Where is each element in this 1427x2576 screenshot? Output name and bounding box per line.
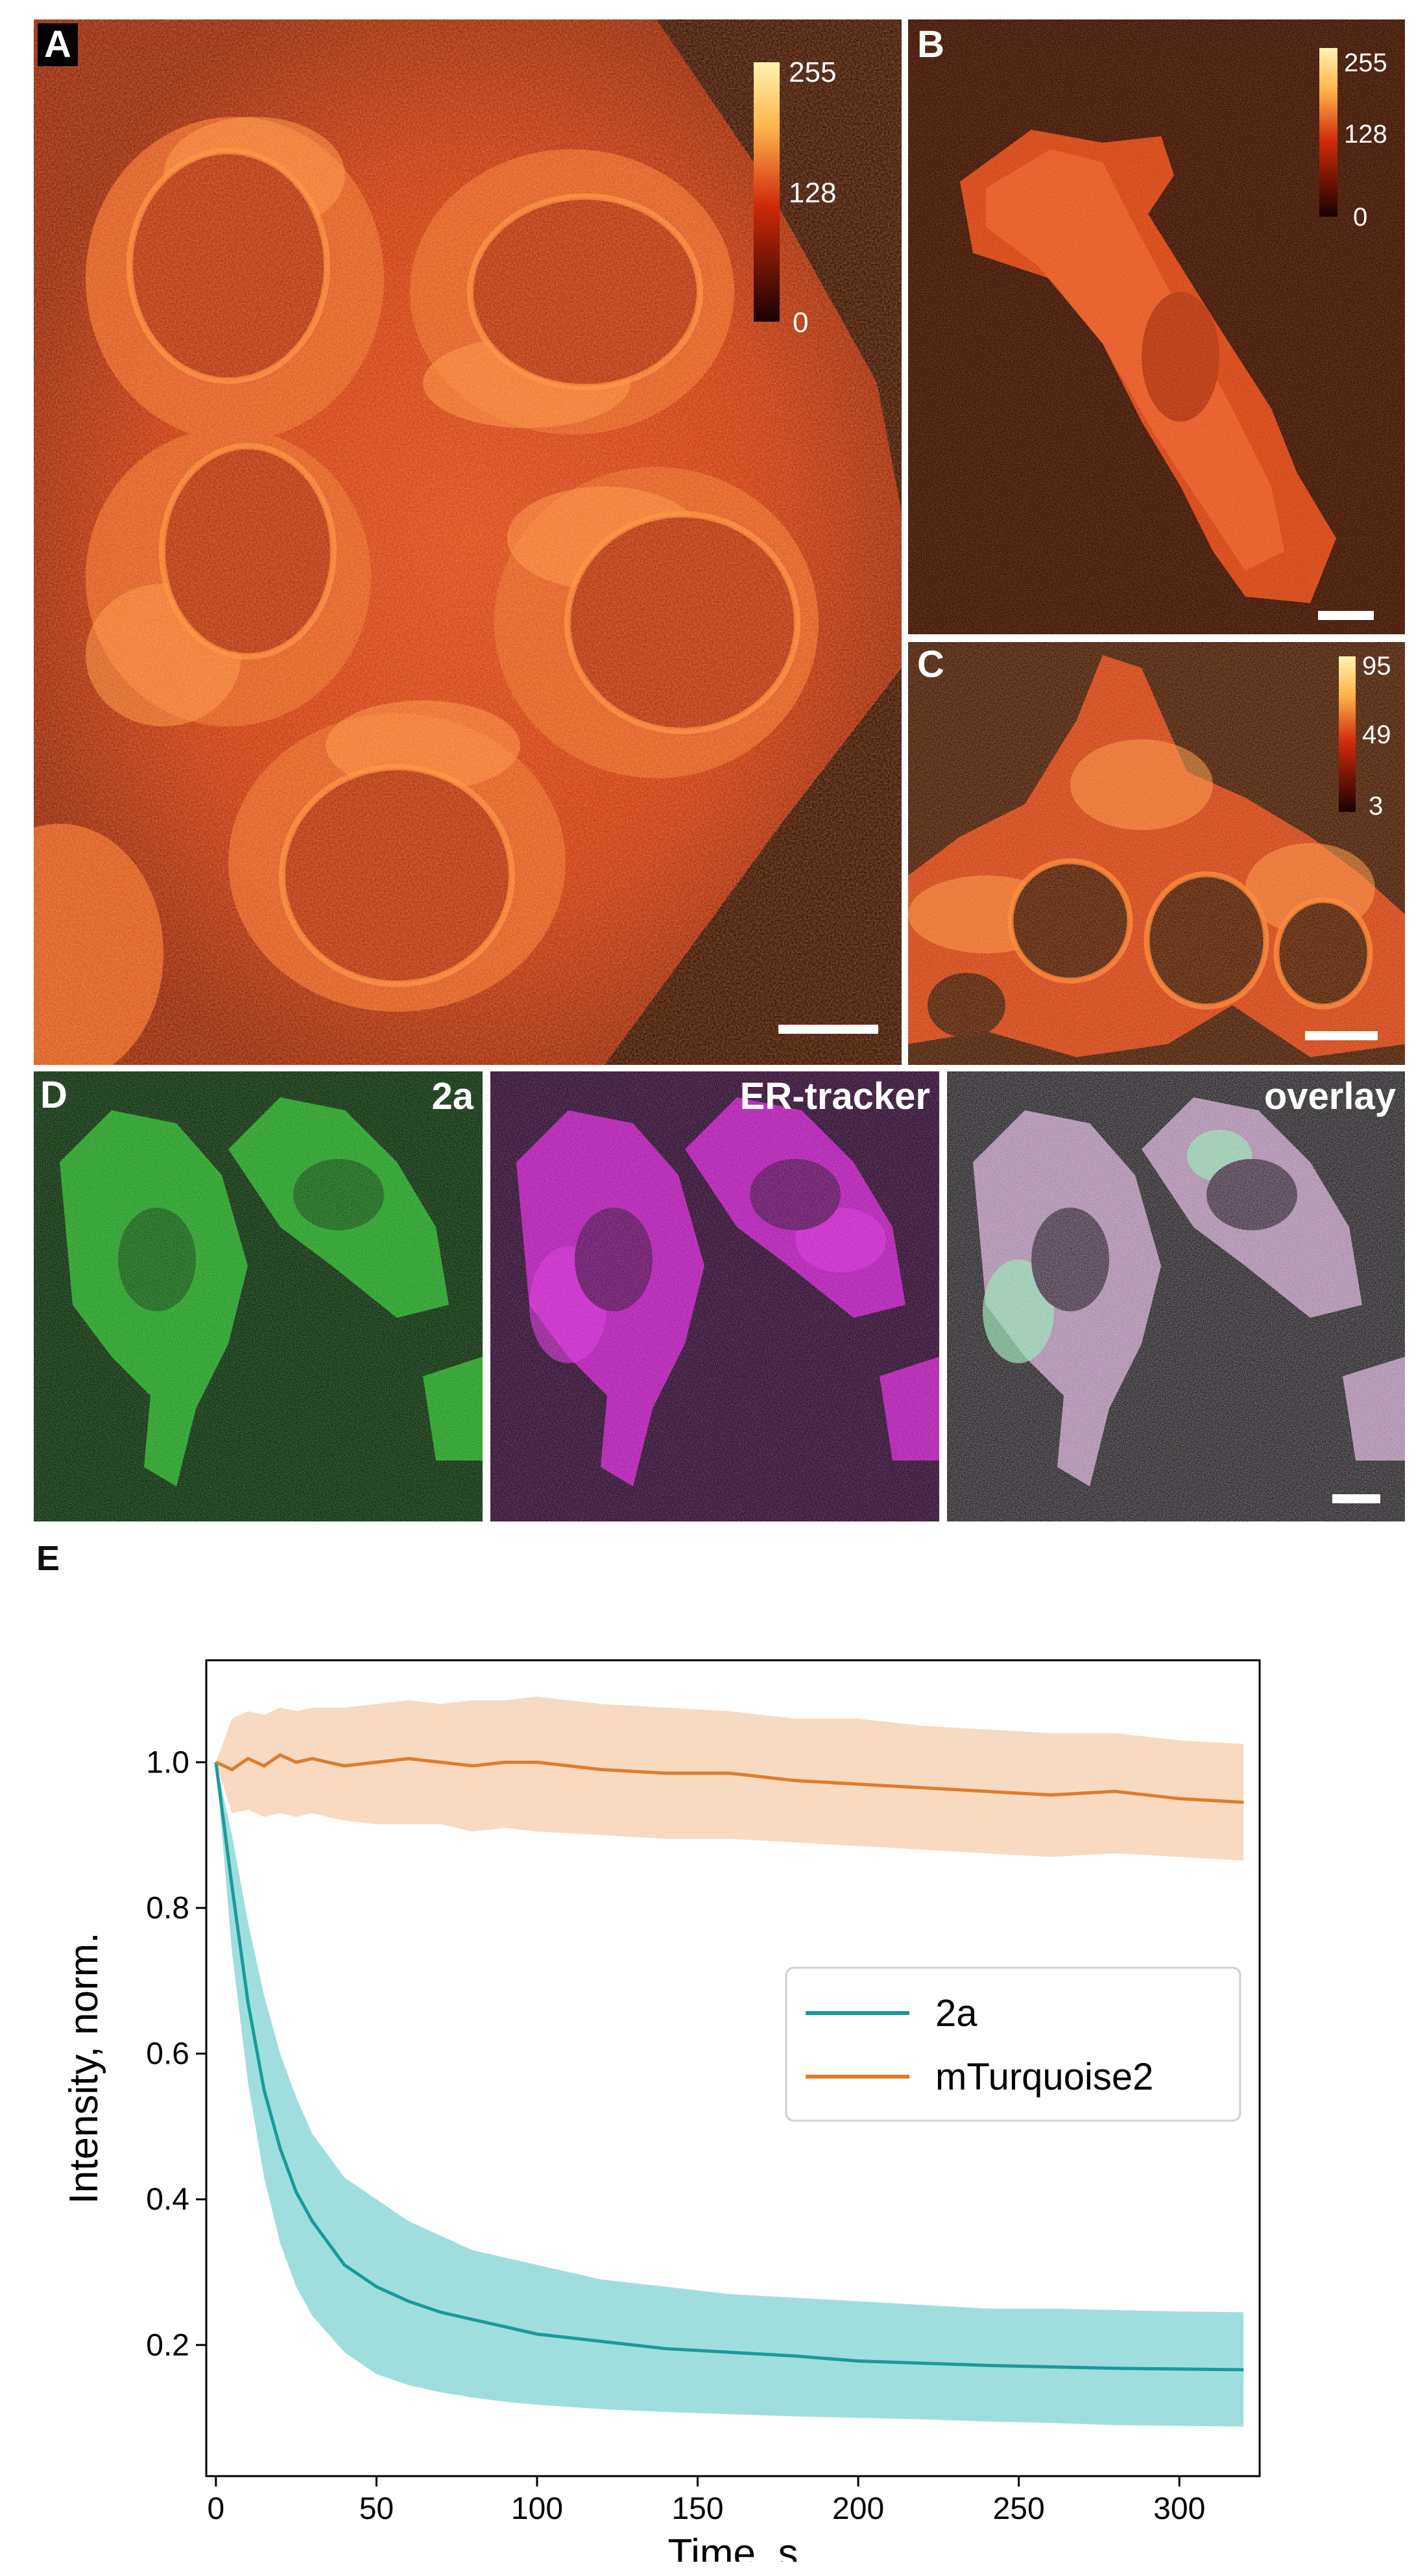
legend-label-2a: 2a bbox=[935, 1992, 977, 2034]
colorbar-b-tick-mid: 128 bbox=[1344, 120, 1387, 149]
y-tick-label: 0.6 bbox=[146, 2037, 189, 2071]
panel-a-micrograph: 255 128 0 bbox=[34, 19, 902, 1065]
x-tick-label: 100 bbox=[511, 2492, 563, 2526]
panel-d-2a-micrograph bbox=[34, 1071, 483, 1521]
x-ticks: 0 50 100 150 200 250 300 bbox=[208, 2476, 1205, 2526]
colorbar-c-tick-mid: 49 bbox=[1362, 721, 1391, 749]
colorbar-a-tick-min: 0 bbox=[793, 307, 808, 339]
panel-a-label: A bbox=[38, 23, 78, 66]
panel-d-label: D bbox=[40, 1074, 67, 1116]
scale-bar-a bbox=[778, 1025, 878, 1034]
colorbar-c-tick-max: 95 bbox=[1362, 652, 1391, 680]
colorbar-b-tick-min: 0 bbox=[1353, 203, 1367, 232]
legend-box bbox=[785, 1966, 1241, 2122]
colorbar-a-tick-mid: 128 bbox=[789, 177, 836, 209]
panel-c-image: 95 49 3 C bbox=[908, 642, 1405, 1065]
band-mturquoise2 bbox=[215, 1697, 1244, 1861]
channel-label-er-tracker: ER-tracker bbox=[739, 1075, 930, 1117]
series-line-mturquoise2 bbox=[215, 1753, 1244, 1804]
x-tick-label: 200 bbox=[832, 2492, 884, 2526]
scale-bar-c bbox=[1305, 1031, 1378, 1040]
colorbar-b bbox=[1319, 48, 1337, 217]
panel-a-image: 255 128 0 A bbox=[34, 19, 902, 1065]
panel-b-image: 255 128 0 B bbox=[908, 19, 1405, 634]
panel-e-label: E bbox=[36, 1539, 60, 1578]
panel-d-overlay-micrograph bbox=[947, 1071, 1405, 1521]
x-tick-label: 50 bbox=[359, 2492, 394, 2526]
x-axis-label: Time, s bbox=[668, 2531, 798, 2562]
panel-b-micrograph: 255 128 0 bbox=[908, 19, 1405, 634]
y-tick-label: 0.4 bbox=[146, 2182, 189, 2217]
scale-bar-b bbox=[1318, 611, 1374, 620]
channel-label-overlay: overlay bbox=[1264, 1075, 1396, 1117]
panel-e-chart: 0 50 100 150 200 250 300 0.2 0.4 0.6 0.8 1.0 Time,… bbox=[62, 1659, 1261, 2562]
colorbar-a-tick-max: 255 bbox=[789, 56, 836, 88]
panel-d-er-tracker-micrograph bbox=[490, 1071, 939, 1521]
x-tick-label: 150 bbox=[671, 2492, 723, 2526]
y-tick-label: 1.0 bbox=[146, 1745, 189, 1780]
panel-d-channel-er-tracker: ER-tracker bbox=[490, 1071, 939, 1521]
series-line-2a bbox=[214, 1761, 1244, 2372]
panel-c-label: C bbox=[917, 643, 944, 686]
scale-bar-d bbox=[1332, 1494, 1380, 1503]
channel-label-2a: 2a bbox=[431, 1075, 474, 1117]
panel-c-micrograph: 95 49 3 bbox=[908, 642, 1405, 1065]
plot-area bbox=[214, 1697, 1244, 2427]
y-axis-label: Intensity, norm. bbox=[62, 1932, 106, 2204]
x-tick-label: 250 bbox=[993, 2492, 1045, 2526]
colorbar-b-tick-max: 255 bbox=[1344, 49, 1387, 77]
x-tick-label: 300 bbox=[1153, 2492, 1205, 2526]
y-ticks: 0.2 0.4 0.6 0.8 1.0 bbox=[146, 1745, 206, 2363]
panel-d-channel-2a: D 2a bbox=[34, 1071, 483, 1521]
y-tick-label: 0.2 bbox=[146, 2328, 189, 2363]
legend: 2a mTurquoise2 bbox=[785, 1966, 1241, 2122]
panel-d-channel-overlay: overlay bbox=[947, 1071, 1405, 1521]
colorbar-c bbox=[1339, 656, 1356, 812]
colorbar-a bbox=[754, 62, 780, 322]
colorbar-c-tick-min: 3 bbox=[1369, 792, 1383, 820]
legend-label-mturquoise2: mTurquoise2 bbox=[935, 2056, 1153, 2098]
y-tick-label: 0.8 bbox=[146, 1891, 189, 1926]
x-tick-label: 0 bbox=[208, 2492, 225, 2526]
axes-frame bbox=[205, 1659, 1261, 2477]
band-2a bbox=[215, 1762, 1244, 2427]
panel-b-label: B bbox=[917, 23, 944, 66]
